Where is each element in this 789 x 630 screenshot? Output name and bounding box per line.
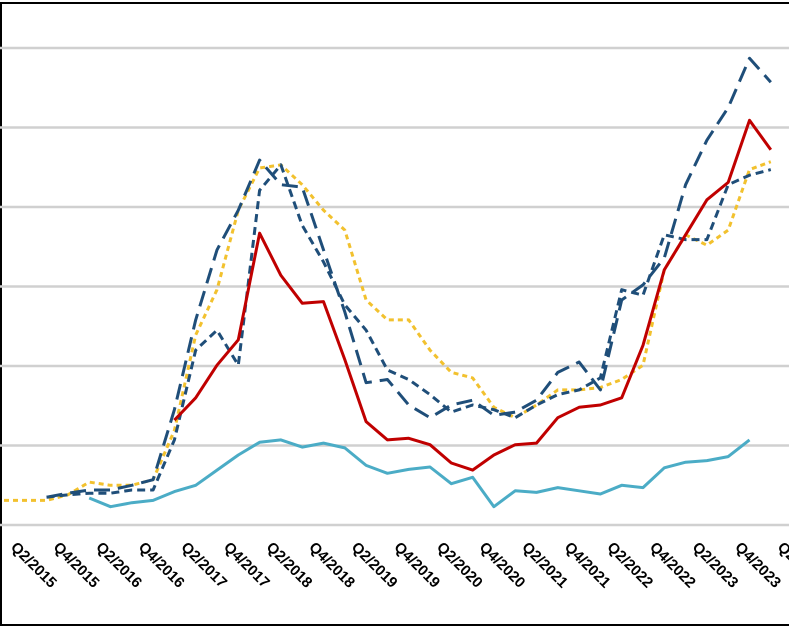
x-tick-label: Q4/2016 bbox=[135, 539, 188, 592]
series-line bbox=[88, 438, 751, 509]
x-tick-label: Q4/2015 bbox=[50, 539, 103, 592]
x-tick-label: Q4/2019 bbox=[391, 539, 444, 592]
x-tick-label: Q4/2017 bbox=[220, 539, 273, 592]
x-tick-label: Q2/2019 bbox=[348, 539, 401, 592]
x-tick-label: Q4/2020 bbox=[476, 539, 529, 592]
x-tick-label: Q4/2018 bbox=[305, 539, 358, 592]
x-tick-label: Q2/2023 bbox=[689, 539, 742, 592]
x-tick-label: Q2/2021 bbox=[518, 539, 571, 592]
x-tick-label: Q2/2020 bbox=[433, 539, 486, 592]
x-tick-label: Q2 bbox=[774, 539, 789, 565]
series-line bbox=[173, 118, 773, 472]
x-tick-label: Q2/2015 bbox=[7, 539, 60, 592]
x-tick-label: Q2/2016 bbox=[92, 539, 145, 592]
x-tick-label: Q4/2023 bbox=[731, 539, 784, 592]
x-tick-label: Q4/2021 bbox=[561, 539, 614, 592]
x-tick-label: Q2/2018 bbox=[263, 539, 316, 592]
x-tick-label: Q2/2017 bbox=[178, 539, 231, 592]
x-tick-label: Q4/2022 bbox=[646, 539, 699, 592]
series-line bbox=[46, 163, 772, 499]
series-line bbox=[4, 160, 772, 502]
x-tick-label: Q2/2022 bbox=[604, 539, 657, 592]
